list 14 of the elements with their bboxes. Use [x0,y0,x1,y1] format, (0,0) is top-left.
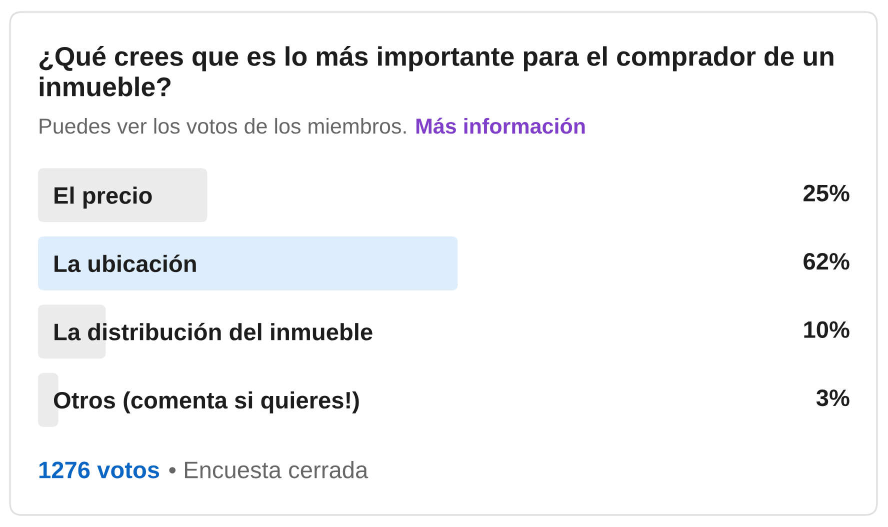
bar [38,236,458,290]
y-tick-label: Otros (comenta si quieres!) [54,391,359,414]
y-tick-label: La distribución del inmueble [54,322,372,340]
text: 1276 votos [39,462,160,478]
text: Más información [416,118,585,134]
y-tick-label: La ubicación [54,254,196,272]
data-label: 62% [804,252,850,270]
data-label: 25% [804,184,850,202]
y-tick-label: El precio [54,186,152,209]
text: • Encuesta cerrada [169,460,368,478]
data-label: 10% [804,321,850,338]
chart-title: ¿Qué crees que es lo más importante para el comprador de un inmueble? [39,46,834,96]
data-label: 3% [816,389,850,406]
chart-subtitle: Puedes ver los votos de los miembros. [40,118,406,134]
